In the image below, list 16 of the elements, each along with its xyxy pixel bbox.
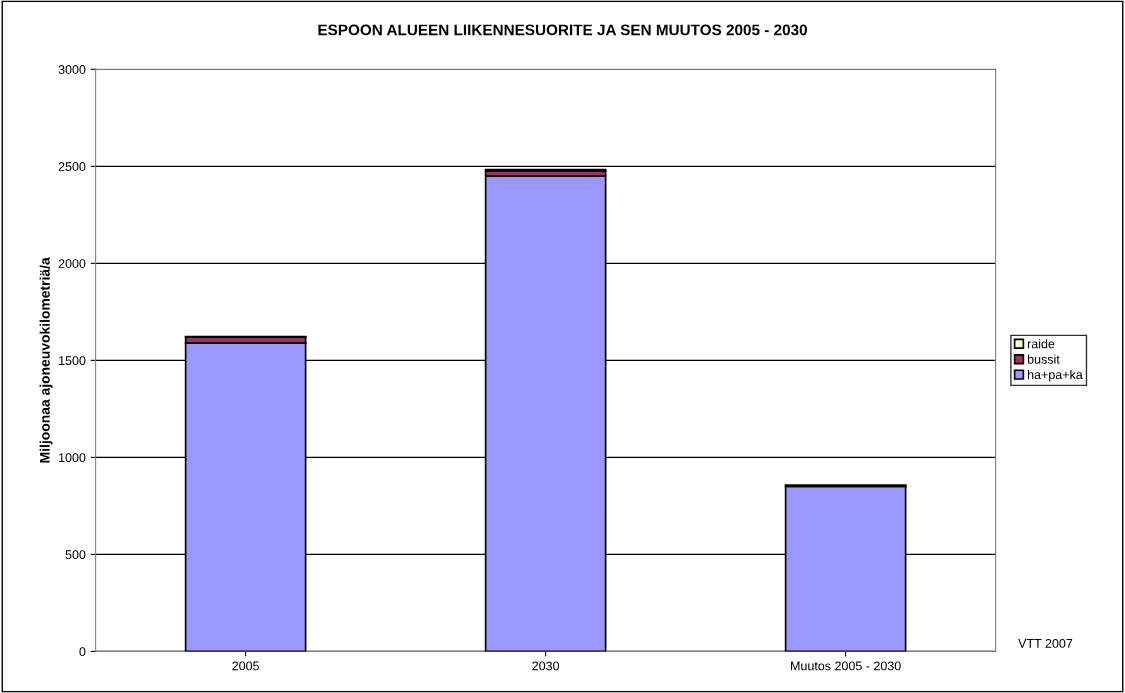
y-axis-title: Miljoonaa ajoneuvokilometriä/a [39,257,53,463]
y-tick-label: 0 [79,647,86,657]
x-tick-label: 2005 [232,661,260,671]
x-tick-label: 2030 [532,661,560,671]
chart-title: ESPOON ALUEEN LIIKENNESUORITE JA SEN MUUTOS 2005 - 2030 [318,24,807,36]
y-tick-label: 500 [65,550,86,560]
legend-label: raide [1027,339,1055,349]
x-tick-label: Muutos 2005 - 2030 [791,661,901,671]
y-tick-label: 2500 [58,162,86,171]
legend-label: bussit [1027,354,1060,364]
y-tick-label: 2000 [58,259,86,268]
y-tick-label: 1500 [59,356,86,366]
text: VTT 2007 [1018,638,1073,648]
legend-label: ha+pa+ka [1027,369,1083,382]
y-tick-label: 1000 [59,453,86,463]
y-tick-label: 3000 [58,65,86,74]
